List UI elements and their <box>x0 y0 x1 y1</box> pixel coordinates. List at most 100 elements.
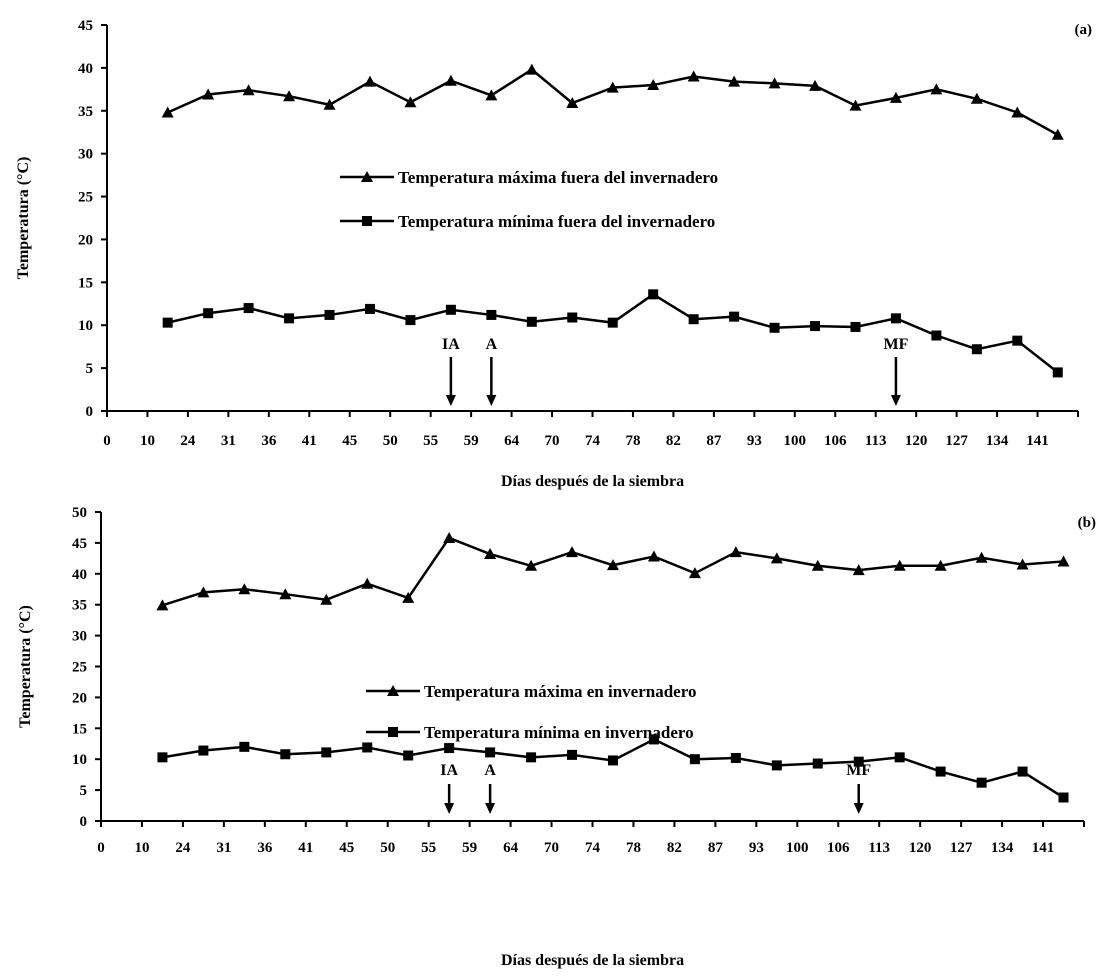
chart-a-series-0-point <box>930 83 943 95</box>
chart-b-series-0-point <box>975 551 988 563</box>
chart-a-x-tick-label: 87 <box>706 433 722 449</box>
chart-a-series-1-point <box>850 321 861 332</box>
chart-b-legend-label-1: Temperatura mínima en invernadero <box>424 723 694 742</box>
chart-b-series-0-point <box>361 577 374 589</box>
chart-a-series-1-point <box>486 309 497 320</box>
chart-a-series-0-point <box>283 90 296 102</box>
chart-b-series-0-point <box>770 552 783 564</box>
chart-a-x-tick-label: 120 <box>905 433 928 449</box>
chart-b-event-arrow-head <box>485 803 496 814</box>
chart-b-series-0-point <box>729 546 742 558</box>
chart-a-y-tick-label: 35 <box>78 104 93 120</box>
chart-a-panel-label: (a) <box>1075 22 1093 38</box>
chart-b-series-1-point <box>935 766 946 777</box>
chart-b-legend-marker-1 <box>388 727 398 737</box>
chart-a-series-1-point <box>162 317 173 328</box>
chart-a-x-tick-label: 82 <box>666 433 681 449</box>
chart-b-event-arrow-head <box>853 803 864 814</box>
chart-a-series-0-point <box>849 99 862 111</box>
chart-a-series-1-point <box>607 317 618 328</box>
chart-a-event-label: IA <box>442 336 460 353</box>
chart-b-x-tick-label: 78 <box>626 840 641 856</box>
chart-a-series-0-point <box>444 74 457 86</box>
chart-a-series-0-point <box>728 75 741 87</box>
chart-b-series-1-point <box>280 749 291 760</box>
chart-a-series-0-point <box>363 75 376 87</box>
chart-b-series-1-point <box>362 742 373 753</box>
chart-a-series-0-point <box>242 84 255 96</box>
chart-a-y-tick-label: 30 <box>78 147 93 163</box>
chart-a-x-tick-label: 106 <box>824 433 847 449</box>
chart-b-series-0-line <box>162 536 1064 607</box>
chart-b-series-0-point <box>647 550 660 562</box>
chart-b-x-tick-label: 10 <box>134 840 149 856</box>
chart-b-x-tick-label: 113 <box>868 840 890 856</box>
chart-a-series-1-point <box>1012 335 1023 346</box>
chart-b-series-1-point <box>607 755 618 766</box>
chart-b-y-tick-label: 15 <box>72 721 87 737</box>
chart-b-y-tick-label: 0 <box>80 814 88 830</box>
chart-a-series-1-point <box>364 303 375 314</box>
chart-a-series-0-point <box>1051 128 1064 140</box>
chart-b-series-1-point <box>853 756 864 767</box>
chart-b-series-0-point <box>688 567 701 579</box>
chart-a-x-tick-label: 93 <box>747 433 762 449</box>
chart-b-x-tick-label: 106 <box>827 840 850 856</box>
chart-a-x-tick-label: 59 <box>464 433 479 449</box>
chart-b-series-0-point <box>484 548 497 560</box>
chart-a-x-tick-label: 41 <box>302 433 317 449</box>
chart-a-series-1-point <box>203 308 214 319</box>
chart-a-series-1-point <box>284 313 295 324</box>
chart-a-event-arrow-head <box>890 395 901 406</box>
chart-a-event-label: MF <box>884 336 909 353</box>
chart-a-series-0-point <box>809 79 822 91</box>
chart-b-series-1-point <box>198 745 209 756</box>
chart-b-x-tick-label: 120 <box>909 840 932 856</box>
chart-b-series-1-line <box>162 738 1065 799</box>
chart-b-x-tick-label: 93 <box>749 840 764 856</box>
chart-a-series-1-point <box>1052 367 1063 378</box>
chart-a-x-tick-label: 55 <box>423 433 438 449</box>
chart-b-y-tick-label: 10 <box>72 752 87 768</box>
chart-b-series-1-point <box>689 754 700 765</box>
chart-a-x-tick-label: 100 <box>784 433 807 449</box>
chart-b-x-tick-label: 64 <box>503 840 519 856</box>
chart-b-y-tick-label: 5 <box>80 783 88 799</box>
chart-a-series-1-point <box>931 330 942 341</box>
chart-b-series-0-point <box>279 588 292 600</box>
chart-b-legend-label-0: Temperatura máxima en invernadero <box>424 682 696 701</box>
chart-b-series-0-point <box>1016 558 1029 570</box>
chart-b-series-0-point <box>402 591 415 603</box>
chart-a-legend-marker-0 <box>361 171 373 182</box>
chart-b-y-axis-title: Temperatura (°C) <box>17 605 34 728</box>
chart-a-event-arrow-head <box>486 395 497 406</box>
chart-a-series-1-point <box>688 314 699 325</box>
chart-a-series-0-point <box>202 88 215 100</box>
chart-b-series-0-point <box>811 559 824 571</box>
chart-a-series-0-point <box>525 63 538 75</box>
chart-a-series-1-point <box>971 344 982 355</box>
chart-b-series-1-point <box>526 752 537 763</box>
chart-b-series-0-point <box>852 564 865 576</box>
chart-a-x-tick-label: 141 <box>1026 433 1049 449</box>
chart-b-event-label: A <box>484 762 496 779</box>
chart-b-x-tick-label: 45 <box>339 840 354 856</box>
chart-a-y-tick-label: 10 <box>78 318 93 334</box>
chart-b-series-0-point <box>156 599 169 611</box>
chart-a-legend-marker-1 <box>362 216 372 226</box>
chart-b-y-tick-label: 40 <box>72 567 87 583</box>
chart-a-series-1-point <box>567 312 578 323</box>
chart-b-x-tick-label: 41 <box>298 840 313 856</box>
chart-a-legend-label-0: Temperatura máxima fuera del invernadero <box>398 168 718 187</box>
chart-a-series-1-point <box>648 289 659 300</box>
chart-a-series-1-point <box>243 303 254 314</box>
chart-a-series-0-point <box>566 97 579 109</box>
chart-a-y-tick-label: 40 <box>78 61 93 77</box>
chart-a-series-0-point <box>687 70 700 82</box>
chart-b-series-0-point <box>197 586 210 598</box>
chart-a-series-1-point <box>324 309 335 320</box>
chart-a-panel: 0 5 10 15 20 25 30 35 40 45 0 10 24 31 36 41 45 50 55 59 64 7… <box>15 18 1092 490</box>
chart-b-series-0-point <box>1057 555 1070 567</box>
chart-a-series-0-point <box>606 81 619 93</box>
chart-b-x-axis-title: Días después de la siembra <box>501 952 684 969</box>
